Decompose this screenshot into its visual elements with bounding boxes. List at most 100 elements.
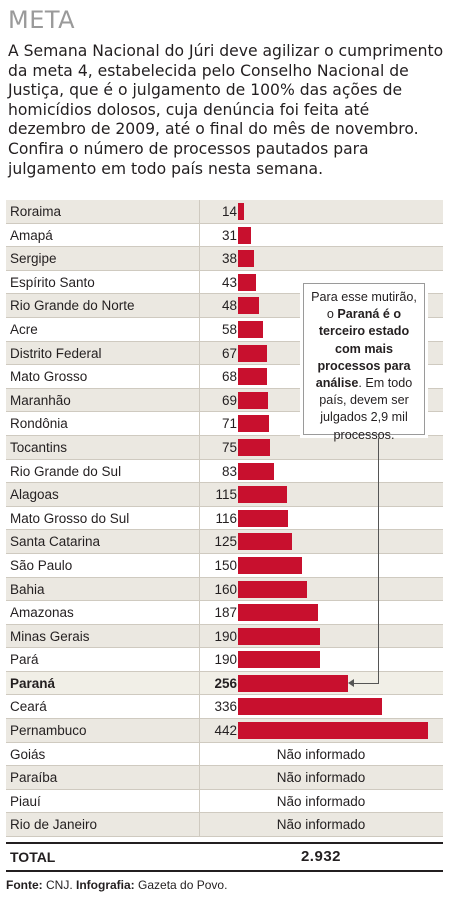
bar xyxy=(238,226,252,244)
column-divider xyxy=(199,200,200,224)
state-label: Ceará xyxy=(10,699,47,715)
column-divider xyxy=(199,365,200,389)
table-row: Acre 58 xyxy=(6,317,443,342)
state-label: Pernambuco xyxy=(10,723,87,739)
row-separator xyxy=(6,529,443,531)
value-label: 150 xyxy=(214,557,237,573)
column-divider xyxy=(199,648,200,672)
intro-text: A Semana Nacional do Júri deve agilizar … xyxy=(8,42,444,178)
not-informed-label: Não informado xyxy=(276,817,366,833)
bar xyxy=(238,391,268,409)
row-separator xyxy=(6,812,443,814)
column-divider xyxy=(199,789,200,814)
value-label: 160 xyxy=(214,581,237,597)
table-row: Rio Grande do Sul 83 xyxy=(6,459,443,484)
credit-value: Gazeta do Povo. xyxy=(134,878,228,892)
column-divider xyxy=(199,601,200,625)
bar xyxy=(238,722,428,740)
state-label: Amapá xyxy=(10,227,53,243)
column-divider xyxy=(199,294,200,318)
value-label: 125 xyxy=(214,534,237,550)
row-separator xyxy=(6,600,443,602)
bar xyxy=(238,203,245,220)
row-separator xyxy=(6,269,443,271)
row-separator xyxy=(6,364,443,366)
total-value: 2.932 xyxy=(300,848,342,865)
bar xyxy=(238,462,274,480)
table-row: Rondônia 71 xyxy=(6,412,443,436)
bar xyxy=(238,556,303,574)
bar xyxy=(238,698,383,716)
state-label: Maranhão xyxy=(10,392,71,408)
state-label: Rondônia xyxy=(10,416,68,432)
bar xyxy=(238,486,288,504)
value-label: 190 xyxy=(214,652,237,668)
state-label: Piauí xyxy=(10,793,41,809)
bar xyxy=(238,580,307,598)
row-separator xyxy=(6,788,443,790)
table-row: Mato Grosso 68 xyxy=(6,365,443,389)
row-separator xyxy=(6,387,443,389)
column-divider xyxy=(199,412,200,436)
table-row: Piauí Não informado xyxy=(6,789,443,814)
table-row: Espírito Santo 43 xyxy=(6,270,443,295)
table-row: São Paulo 150 xyxy=(6,553,443,578)
column-divider xyxy=(199,766,200,790)
state-label: São Paulo xyxy=(10,557,73,573)
row-separator xyxy=(6,623,443,625)
column-divider xyxy=(199,459,200,484)
callout-arrow-icon xyxy=(348,679,354,687)
column-divider xyxy=(199,483,200,507)
table-row: Goiás Não informado xyxy=(6,742,443,767)
row-separator xyxy=(6,576,443,578)
table-row: Paraná 256 xyxy=(6,671,443,696)
bar xyxy=(238,604,319,622)
bar xyxy=(238,627,320,645)
row-separator xyxy=(6,765,443,767)
table-row: Paraíba Não informado xyxy=(6,766,443,790)
column-divider xyxy=(199,695,200,720)
row-separator xyxy=(6,293,443,295)
state-label: Bahia xyxy=(10,581,45,597)
row-separator xyxy=(6,505,443,507)
value-label: 43 xyxy=(221,274,237,290)
table-row: Pará 190 xyxy=(6,648,443,672)
table-row: Bahia 160 xyxy=(6,577,443,602)
bar xyxy=(238,320,263,338)
table-row: Mato Grosso do Sul 116 xyxy=(6,506,443,531)
value-label: 68 xyxy=(221,369,237,385)
row-separator xyxy=(6,411,443,413)
value-label: 58 xyxy=(221,321,237,337)
not-informed-label: Não informado xyxy=(276,746,366,762)
source-value: CNJ. xyxy=(42,878,76,892)
value-label: 14 xyxy=(221,204,237,219)
value-label: 116 xyxy=(215,510,237,526)
page-title: META xyxy=(8,6,76,34)
state-label: Amazonas xyxy=(10,605,74,621)
state-label: Paraná xyxy=(10,675,56,691)
row-separator xyxy=(6,552,443,554)
value-label: 71 xyxy=(221,416,237,432)
column-divider xyxy=(199,506,200,531)
column-divider xyxy=(199,223,200,248)
value-label: 256 xyxy=(214,675,237,691)
table-row: Alagoas 115 xyxy=(6,483,443,507)
column-divider xyxy=(199,742,200,767)
value-label: 75 xyxy=(221,439,237,455)
chart-table: Roraima 14 Amapá 31 Sergipe 38 Espírito Santo 4… xyxy=(6,200,443,838)
table-row: Ceará 336 xyxy=(6,695,443,720)
row-separator xyxy=(6,836,443,838)
column-divider xyxy=(199,624,200,649)
bar xyxy=(238,368,268,386)
table-row: Amazonas 187 xyxy=(6,601,443,625)
state-label: Rio Grande do Norte xyxy=(10,298,135,314)
column-divider xyxy=(199,813,200,838)
value-label: 187 xyxy=(214,605,237,621)
state-label: Alagoas xyxy=(10,487,59,503)
state-label: Mato Grosso do Sul xyxy=(10,510,130,526)
callout-text-after: . Em todo país, devem ser julgados 2,9 m… xyxy=(319,376,413,442)
source-line: Fonte: CNJ. Infografia: Gazeta do Povo. xyxy=(6,878,227,892)
state-label: Distrito Federal xyxy=(10,345,102,361)
column-divider xyxy=(199,270,200,295)
source-label: Fonte: xyxy=(6,878,43,892)
